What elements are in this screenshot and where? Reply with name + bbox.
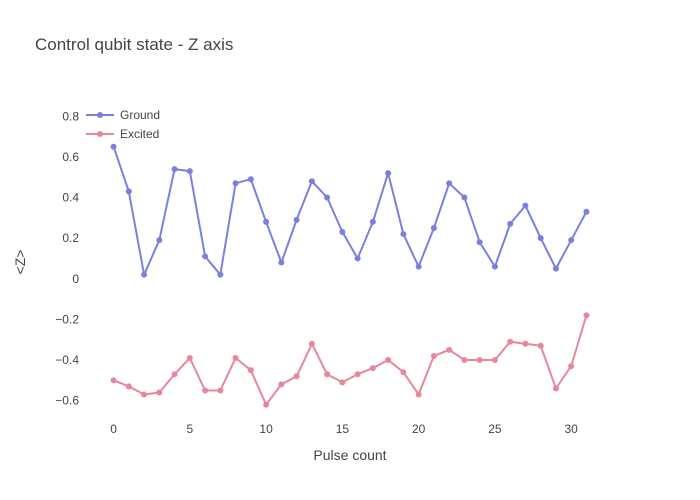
y-tick-label: 0 [72, 272, 79, 286]
data-point[interactable] [552, 265, 559, 272]
data-point[interactable] [156, 237, 163, 244]
legend-label: Excited [120, 127, 159, 141]
data-point[interactable] [339, 229, 346, 236]
data-point[interactable] [369, 218, 376, 225]
x-tick-label: 15 [336, 422, 350, 436]
x-axis-title: Pulse count [313, 447, 386, 463]
data-point[interactable] [537, 235, 544, 242]
data-point[interactable] [385, 357, 392, 363]
data-point[interactable] [232, 354, 239, 361]
series-layer [110, 143, 590, 408]
data-point[interactable] [308, 340, 315, 347]
data-point[interactable] [354, 371, 361, 378]
data-point[interactable] [247, 176, 254, 183]
y-tick-label: −0.4 [55, 353, 79, 367]
y-tick-label: 0.6 [62, 150, 79, 164]
data-point[interactable] [125, 188, 132, 195]
data-point[interactable] [507, 338, 514, 345]
series-line [112, 146, 588, 276]
data-point[interactable] [583, 208, 590, 215]
data-point[interactable] [430, 352, 437, 359]
data-point[interactable] [308, 178, 315, 185]
data-point[interactable] [430, 224, 437, 231]
data-point[interactable] [491, 357, 498, 363]
x-tick-label: 0 [110, 422, 117, 436]
x-tick-label: 25 [488, 422, 502, 436]
legend-marker [97, 131, 103, 137]
x-tick-label: 20 [412, 422, 426, 436]
y-tick-label: 0.2 [62, 231, 79, 245]
data-point[interactable] [217, 387, 224, 394]
data-point[interactable] [141, 391, 148, 398]
legend-label: Ground [120, 108, 160, 122]
data-point[interactable] [568, 237, 575, 244]
data-point[interactable] [293, 216, 300, 223]
x-tick-label: 30 [565, 422, 579, 436]
data-point[interactable] [293, 373, 300, 380]
data-point[interactable] [415, 263, 422, 270]
chart-title: Control qubit state - Z axis [35, 35, 233, 54]
data-point[interactable] [461, 194, 468, 201]
data-point[interactable] [324, 194, 331, 201]
legend-item-ground[interactable]: Ground [86, 108, 160, 122]
plot-area: 0 5 10 15 20 25 30 −0.6 −0.4 −0.2 0 0.2 0.4 0.6 0.8 [55, 109, 590, 436]
data-point[interactable] [354, 255, 361, 262]
data-point[interactable] [278, 381, 285, 388]
legend-item-excited[interactable]: Excited [86, 127, 159, 141]
data-point[interactable] [110, 377, 117, 384]
data-point[interactable] [186, 168, 193, 175]
data-point[interactable] [507, 220, 514, 227]
y-tick-label: −0.2 [55, 312, 79, 326]
data-point[interactable] [232, 180, 239, 187]
data-point[interactable] [522, 202, 529, 209]
data-point[interactable] [171, 371, 178, 378]
y-tick-labels: −0.6 −0.4 −0.2 0 0.2 0.4 0.6 0.8 [55, 109, 79, 407]
series-line [113, 315, 588, 406]
y-tick-label: −0.6 [55, 394, 79, 408]
data-point[interactable] [263, 218, 270, 225]
data-point[interactable] [446, 180, 453, 187]
legend-marker [97, 112, 103, 118]
data-point[interactable] [202, 253, 209, 260]
data-point[interactable] [186, 354, 193, 361]
data-point[interactable] [339, 379, 346, 386]
data-point[interactable] [217, 271, 224, 278]
legend[interactable]: Ground Excited [86, 108, 160, 141]
data-point[interactable] [156, 389, 163, 396]
y-tick-label: 0.4 [62, 191, 79, 205]
data-point[interactable] [110, 143, 117, 150]
series-ground [110, 143, 590, 278]
y-tick-label: 0.8 [62, 109, 79, 123]
data-point[interactable] [476, 357, 483, 363]
data-point[interactable] [385, 170, 392, 177]
x-tick-label: 10 [259, 422, 273, 436]
data-point[interactable] [400, 369, 407, 376]
series-excited [110, 312, 590, 408]
data-point[interactable] [369, 365, 376, 372]
data-point[interactable] [324, 371, 331, 378]
data-point[interactable] [461, 357, 468, 363]
data-point[interactable] [583, 312, 590, 319]
data-point[interactable] [476, 239, 483, 246]
data-point[interactable] [415, 391, 422, 398]
data-point[interactable] [568, 363, 575, 370]
data-point[interactable] [522, 340, 529, 347]
data-point[interactable] [247, 367, 254, 374]
data-point[interactable] [552, 385, 559, 392]
data-point[interactable] [202, 387, 209, 394]
data-point[interactable] [263, 401, 270, 408]
data-point[interactable] [537, 342, 544, 349]
data-point[interactable] [141, 271, 148, 278]
y-axis-title: <Z> [12, 250, 28, 275]
data-point[interactable] [171, 166, 178, 173]
data-point[interactable] [491, 263, 498, 270]
data-point[interactable] [278, 259, 285, 266]
x-tick-label: 5 [186, 422, 193, 436]
data-point[interactable] [446, 346, 453, 353]
data-point[interactable] [400, 231, 407, 238]
x-tick-labels: 0 5 10 15 20 25 30 [110, 422, 578, 436]
data-point[interactable] [125, 383, 132, 390]
